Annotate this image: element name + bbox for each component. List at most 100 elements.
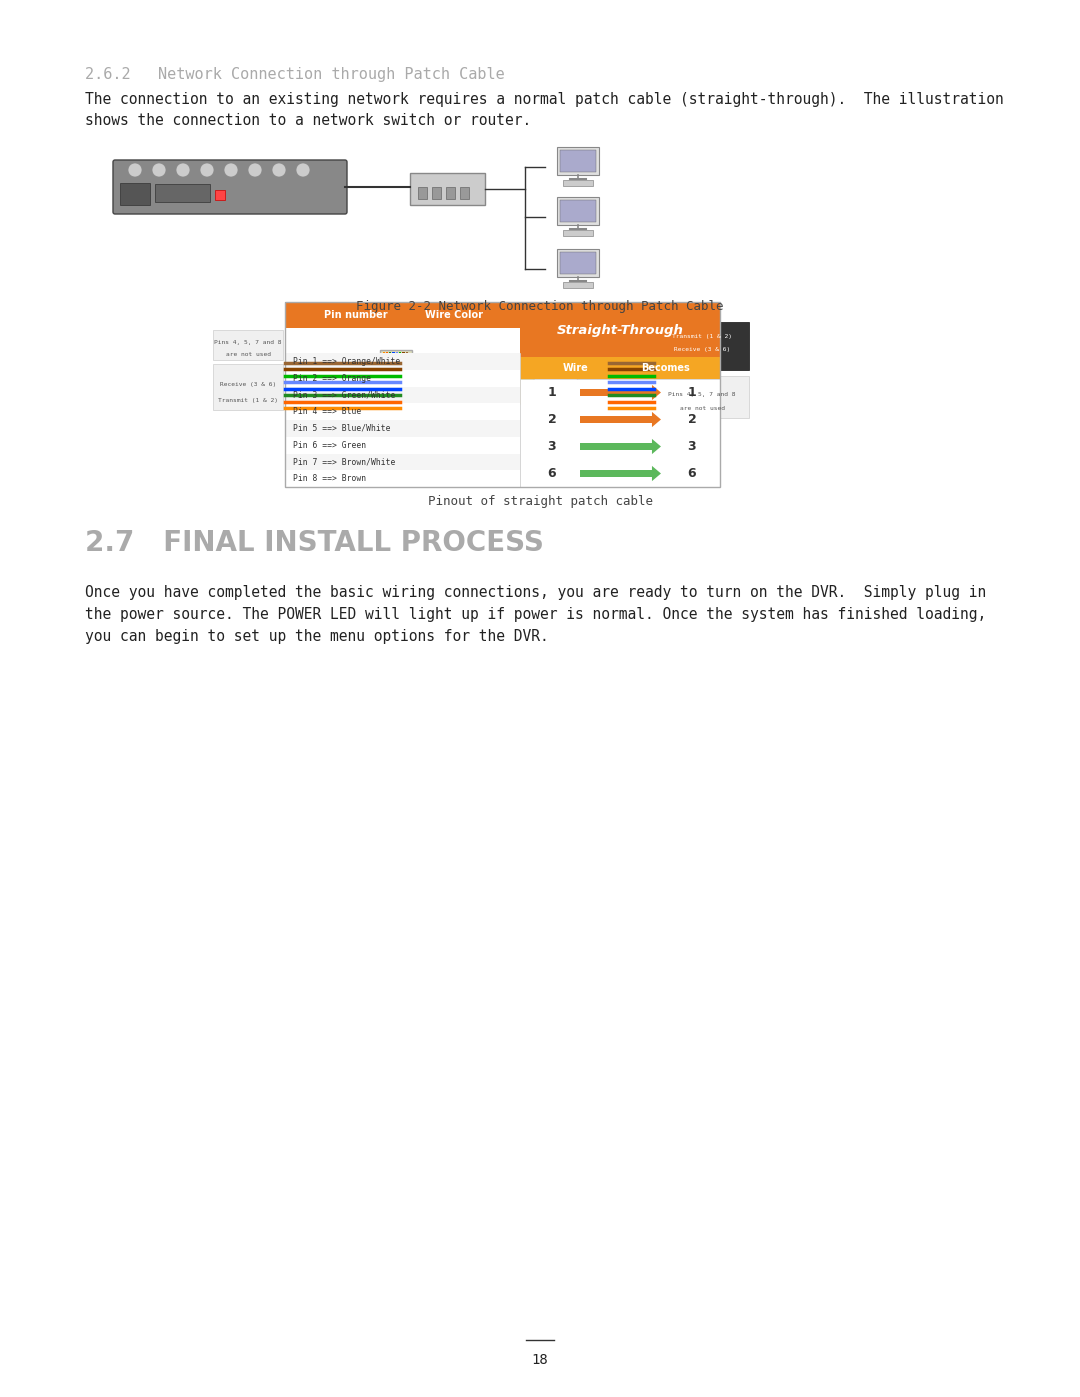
Bar xyxy=(557,249,599,277)
Bar xyxy=(596,352,598,374)
Bar xyxy=(285,353,519,488)
Circle shape xyxy=(129,163,141,177)
Bar xyxy=(285,302,720,488)
Text: Straight-Through: Straight-Through xyxy=(556,324,684,337)
Text: Pinout of straight patch cable: Pinout of straight patch cable xyxy=(428,495,652,509)
Bar xyxy=(432,187,441,198)
FancyBboxPatch shape xyxy=(113,161,347,214)
Bar xyxy=(519,302,720,358)
Text: Pin 4 ==> Blue: Pin 4 ==> Blue xyxy=(293,407,361,416)
Text: 18: 18 xyxy=(531,1354,549,1368)
FancyBboxPatch shape xyxy=(460,362,534,404)
Text: 6: 6 xyxy=(688,467,697,481)
Polygon shape xyxy=(652,467,661,481)
Bar xyxy=(563,282,593,288)
Bar xyxy=(402,352,405,374)
Bar xyxy=(156,184,210,203)
Text: Wire: Wire xyxy=(563,363,589,373)
Bar xyxy=(395,352,397,374)
Text: Wire Color: Wire Color xyxy=(426,310,483,320)
Text: Pin 8 ==> Brown: Pin 8 ==> Brown xyxy=(293,474,366,483)
Text: The connection to an existing network requires a normal patch cable (straight-th: The connection to an existing network re… xyxy=(85,92,1003,129)
Text: Pin number: Pin number xyxy=(324,310,388,320)
Text: Becomes: Becomes xyxy=(642,363,690,373)
Bar xyxy=(583,352,585,374)
Bar xyxy=(580,352,582,374)
Bar xyxy=(386,352,388,374)
Text: Pins 4, 5, 7 and 8: Pins 4, 5, 7 and 8 xyxy=(214,339,282,345)
Bar xyxy=(399,352,401,374)
Bar xyxy=(446,187,455,198)
Bar xyxy=(285,387,519,404)
Bar xyxy=(382,352,384,374)
Bar xyxy=(563,231,593,236)
Text: Pins 4, 5, 7 and 8: Pins 4, 5, 7 and 8 xyxy=(669,391,735,397)
Bar xyxy=(213,330,283,360)
Bar xyxy=(603,352,605,374)
Bar xyxy=(586,352,589,374)
Text: 6: 6 xyxy=(548,467,556,481)
Text: 2.6.2   Network Connection through Patch Cable: 2.6.2 Network Connection through Patch C… xyxy=(85,67,504,82)
Bar xyxy=(559,251,596,274)
Bar xyxy=(410,173,485,205)
Bar xyxy=(580,443,652,450)
Bar xyxy=(580,469,652,478)
Text: 1: 1 xyxy=(548,386,556,400)
Text: 2.7   FINAL INSTALL PROCESS: 2.7 FINAL INSTALL PROCESS xyxy=(85,529,544,557)
Text: Pin 7 ==> Brown/White: Pin 7 ==> Brown/White xyxy=(293,457,395,467)
Bar xyxy=(557,197,599,225)
Bar xyxy=(577,351,609,412)
Polygon shape xyxy=(652,386,661,400)
Bar xyxy=(559,149,596,172)
Circle shape xyxy=(200,163,214,177)
Bar xyxy=(559,200,596,222)
Circle shape xyxy=(152,163,166,177)
Circle shape xyxy=(224,163,238,177)
Bar xyxy=(593,352,595,374)
Circle shape xyxy=(176,163,190,177)
Bar xyxy=(654,376,750,418)
Bar xyxy=(557,147,599,175)
Bar xyxy=(213,365,283,409)
Bar xyxy=(215,190,225,200)
Text: are not used: are not used xyxy=(679,405,725,411)
Text: 2: 2 xyxy=(688,414,697,426)
Bar xyxy=(406,352,408,374)
FancyBboxPatch shape xyxy=(410,367,524,402)
Bar xyxy=(654,321,750,370)
Text: Figure 2-2 Network Connection through Patch Cable: Figure 2-2 Network Connection through Pa… xyxy=(356,300,724,313)
Bar xyxy=(519,358,720,379)
Text: Transmit (1 & 2): Transmit (1 & 2) xyxy=(672,334,732,338)
Text: Receive (3 & 6): Receive (3 & 6) xyxy=(674,346,730,352)
Text: Pin 5 ==> Blue/White: Pin 5 ==> Blue/White xyxy=(293,423,391,433)
Bar xyxy=(580,416,652,423)
Text: are not used: are not used xyxy=(226,352,270,356)
Text: 2: 2 xyxy=(548,414,556,426)
Bar xyxy=(285,353,519,370)
Bar xyxy=(285,454,519,471)
Text: Pin 1 ==> Orange/White: Pin 1 ==> Orange/White xyxy=(293,356,401,366)
Bar xyxy=(392,352,394,374)
Bar xyxy=(563,180,593,186)
Text: Transmit (1 & 2): Transmit (1 & 2) xyxy=(218,398,278,402)
Bar xyxy=(120,183,150,205)
Text: Pin 3 ==> Green/White: Pin 3 ==> Green/White xyxy=(293,390,395,400)
Circle shape xyxy=(248,163,262,177)
Bar xyxy=(389,352,391,374)
Text: Once you have completed the basic wiring connections, you are ready to turn on t: Once you have completed the basic wiring… xyxy=(85,585,986,644)
Bar xyxy=(460,187,469,198)
Bar xyxy=(519,379,720,488)
Bar xyxy=(580,388,652,397)
Bar xyxy=(418,187,427,198)
Text: Pin 6 ==> Green: Pin 6 ==> Green xyxy=(293,440,366,450)
Circle shape xyxy=(296,163,310,177)
Bar xyxy=(599,352,602,374)
Text: Pin 2 ==> Orange: Pin 2 ==> Orange xyxy=(293,373,372,383)
Text: 3: 3 xyxy=(688,440,697,453)
Bar xyxy=(590,352,592,374)
Bar xyxy=(285,420,519,437)
Polygon shape xyxy=(652,412,661,427)
Polygon shape xyxy=(652,439,661,454)
Text: Receive (3 & 6): Receive (3 & 6) xyxy=(220,381,276,387)
Text: 1: 1 xyxy=(688,386,697,400)
